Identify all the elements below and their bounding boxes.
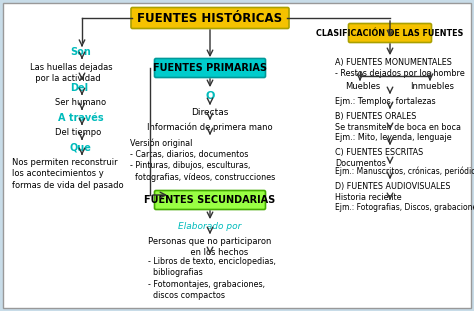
Text: Directas: Directas — [191, 108, 228, 117]
Text: Ser humano: Ser humano — [55, 98, 106, 107]
FancyBboxPatch shape — [131, 7, 289, 29]
Text: Son: Son — [70, 47, 91, 57]
Text: A) FUENTES MONUMENTALES
- Restos dejados por los hombre: A) FUENTES MONUMENTALES - Restos dejados… — [335, 58, 465, 78]
Text: Inmuebles: Inmuebles — [410, 82, 454, 91]
Text: O: O — [205, 91, 215, 101]
Text: FUENTES PRIMARIAS: FUENTES PRIMARIAS — [153, 63, 267, 73]
Text: Muebles: Muebles — [345, 82, 380, 91]
Text: Nos permiten reconstruir
los acontecimientos y
formas de vida del pasado: Nos permiten reconstruir los acontecimie… — [12, 158, 124, 190]
Text: Elaborado por: Elaborado por — [178, 222, 242, 231]
FancyBboxPatch shape — [155, 58, 265, 77]
Text: Ejm.: Templos, fortalezas: Ejm.: Templos, fortalezas — [335, 97, 436, 106]
Text: Ejm.: Mito, leyenda, lenguaje: Ejm.: Mito, leyenda, lenguaje — [335, 133, 452, 142]
Text: Ejm.: Fotografias, Discos, grabaciones: Ejm.: Fotografias, Discos, grabaciones — [335, 203, 474, 212]
Text: FUENTES HISTÓRICAS: FUENTES HISTÓRICAS — [137, 12, 283, 25]
Text: Información de primera mano: Información de primera mano — [147, 123, 273, 132]
Text: - Libros de texto, enciclopedias,
  bibliografias
- Fotomontajes, grabaciones,
 : - Libros de texto, enciclopedias, biblio… — [148, 257, 276, 300]
Text: B) FUENTES ORALES
Se transmiten de boca en boca: B) FUENTES ORALES Se transmiten de boca … — [335, 112, 461, 132]
Text: Versión original
- Cartas, diarios, documentos
- Pinturas, dibujos, esculturas,
: Versión original - Cartas, diarios, docu… — [130, 138, 275, 182]
Text: D) FUENTES AUDIOVISUALES
Historia reciente: D) FUENTES AUDIOVISUALES Historia recien… — [335, 182, 450, 202]
Text: Del tiempo: Del tiempo — [55, 128, 101, 137]
FancyBboxPatch shape — [155, 191, 265, 210]
Text: C) FUENTES ESCRITAS
Documentos: C) FUENTES ESCRITAS Documentos — [335, 148, 423, 169]
Text: FUENTES SECUNDARIAS: FUENTES SECUNDARIAS — [145, 195, 275, 205]
Text: Que: Que — [70, 143, 92, 153]
Text: CLASIFICACIÓN DE LAS FUENTES: CLASIFICACIÓN DE LAS FUENTES — [316, 29, 464, 38]
Text: Del: Del — [70, 83, 88, 93]
Text: Personas que no participaron
       en los hechos: Personas que no participaron en los hech… — [148, 237, 272, 258]
Text: Ejm.: Manuscritos, crónicas, periódicos: Ejm.: Manuscritos, crónicas, periódicos — [335, 167, 474, 177]
Text: Las huellas dejadas
  por la actividad: Las huellas dejadas por la actividad — [30, 63, 113, 83]
FancyBboxPatch shape — [348, 24, 431, 43]
Text: A través: A través — [58, 113, 104, 123]
FancyBboxPatch shape — [3, 3, 471, 308]
